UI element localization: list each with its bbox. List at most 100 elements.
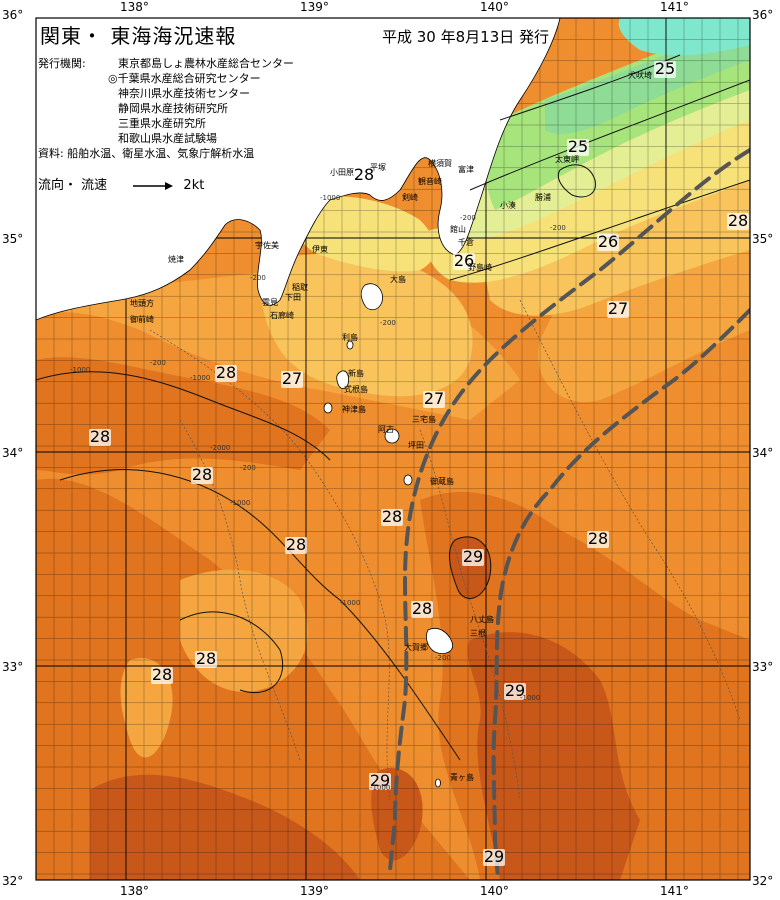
depth-label: -1000	[370, 784, 390, 792]
isotherm-label: 28	[90, 427, 110, 446]
sea-265	[292, 196, 435, 272]
lat-tick: 36°	[752, 8, 774, 22]
place-name: 阿古	[378, 424, 394, 434]
depth-label: -200	[435, 654, 451, 662]
isotherm-label: 26	[454, 251, 474, 270]
isotherm	[557, 164, 596, 198]
arrow-icon	[133, 181, 174, 190]
isotherm-label: 25	[568, 137, 588, 156]
isotherm-label: 29	[505, 681, 525, 700]
isotherm-label-bg	[483, 849, 505, 866]
isotherm-label: 29	[484, 847, 504, 866]
depth-label: -1000	[230, 499, 250, 507]
izu-oshima	[360, 283, 383, 311]
isotherm-label-bg	[381, 509, 403, 526]
isotherm-label-bg	[411, 601, 433, 618]
isotherm-label: 27	[282, 369, 302, 388]
place-name: 小湊	[500, 200, 516, 210]
isotherm-label-bg	[353, 167, 375, 184]
sea-29	[90, 774, 360, 880]
niijima	[336, 370, 349, 389]
place-name: 伊東	[312, 244, 328, 254]
place-name: 青ヶ島	[450, 772, 474, 782]
depth-label: -2000	[210, 444, 230, 452]
agency-item: 和歌山県水産試験場	[118, 132, 217, 145]
depth-label: -200	[240, 464, 256, 472]
lon-tick: 141°	[660, 0, 689, 14]
depth-line	[179, 419, 301, 761]
place-name: 犬吠埼	[628, 70, 652, 80]
lat-tick: 32°	[752, 874, 774, 888]
isotherm	[448, 536, 492, 599]
issue-date: 平成 30 年8月13日 発行	[382, 28, 550, 46]
place-name: 大島	[390, 274, 406, 284]
place-name: 新島	[348, 368, 364, 378]
depth-label: -1000	[70, 366, 90, 374]
legend-speed: 2kt	[183, 178, 205, 193]
isotherm-lines	[36, 54, 750, 761]
isotherm-label-bg	[462, 549, 484, 566]
isotherm-label-bg	[195, 651, 217, 668]
isotherm-label: 28	[588, 529, 608, 548]
agency-item: 東京都島しょ農林水産総合センター	[118, 57, 294, 70]
isotherm-label: 29	[463, 547, 483, 566]
miyakejima	[384, 428, 400, 444]
isotherm-label-bg	[587, 531, 609, 548]
depth-contours	[149, 299, 741, 801]
isotherm-label: 28	[216, 363, 236, 382]
place-name: 宇佐美	[255, 240, 279, 250]
lat-tick: 34°	[2, 446, 24, 460]
isotherm-label: 25	[655, 59, 675, 78]
hachijojima	[426, 627, 453, 654]
isotherm-label-bg	[89, 429, 111, 446]
isotherm-label-bg	[191, 467, 213, 484]
isotherm-label: 28	[382, 507, 402, 526]
depth-label: -200	[550, 224, 566, 232]
agency-item: 神奈川県水産技術センター	[118, 87, 250, 100]
place-name: 坪田	[408, 441, 424, 450]
depth-line	[419, 429, 521, 801]
kuroshio-axis	[388, 148, 750, 872]
isotherm-label-bg	[369, 773, 391, 790]
place-name: 横須賀	[428, 158, 452, 168]
lat-tick: 33°	[2, 660, 24, 674]
map-title: 関東・ 東海海況速報	[40, 24, 237, 48]
place-name: 稲取	[292, 282, 308, 292]
place-name: 御前崎	[130, 314, 154, 324]
place-name: 三宅島	[412, 414, 436, 424]
isotherm-label: 27	[424, 389, 444, 408]
place-name: 利島	[342, 332, 358, 342]
sea-275	[538, 240, 750, 402]
place-name: 式根島	[344, 384, 368, 394]
isotherm-label: 26	[598, 232, 618, 251]
lat-tick: 35°	[752, 232, 774, 246]
current-legend: 流向・ 流速 2kt	[38, 174, 204, 193]
map-frame	[35, 17, 751, 881]
isotherm-label-bg	[504, 683, 526, 700]
lon-tick: 139°	[300, 884, 329, 898]
isotherm-label-bg	[281, 371, 303, 388]
place-name: 剣崎	[402, 192, 418, 202]
place-name: 焼津	[168, 254, 184, 264]
lat-tick: 36°	[2, 8, 24, 22]
isotherm-label-bg	[727, 213, 749, 230]
place-name: 地頭方	[130, 298, 154, 308]
depth-label: -1000	[320, 194, 340, 202]
lon-tick: 141°	[660, 884, 689, 898]
depth-label: -1000	[340, 599, 360, 607]
legend-label: 流向・ 流速	[38, 178, 108, 193]
isotherm-label: 28	[286, 535, 306, 554]
ocean-layer: 25 25 26 26 27 27 27 28 28 28 28 28 28 28 28 28 28 28 29 29…	[36, 18, 750, 880]
isotherm	[179, 611, 284, 694]
isotherm-label-bg	[607, 301, 629, 318]
aogashima	[435, 778, 441, 788]
isotherm-label-bg	[151, 667, 173, 684]
isotherm-label-bg	[567, 139, 589, 156]
kozushima	[323, 402, 333, 414]
agency-item: ◎千葉県水産総合研究センター	[108, 72, 261, 85]
land	[36, 18, 561, 788]
place-name: 下田	[285, 293, 301, 302]
place-name: 富津	[458, 164, 474, 174]
depth-label: -200	[250, 274, 266, 282]
